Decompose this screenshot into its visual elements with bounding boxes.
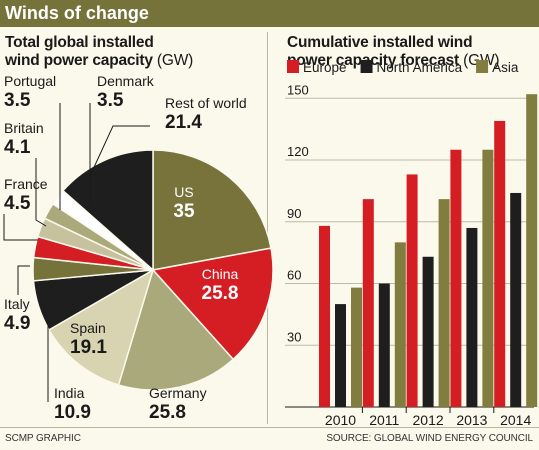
x-tick-label-2013: 2013 bbox=[456, 412, 487, 428]
bar-asia-2013 bbox=[482, 149, 494, 407]
pie-chart-title: Total global installed wind power capaci… bbox=[5, 34, 265, 70]
pie-leader-italy bbox=[17, 265, 30, 295]
bar-title-line2: power capacity forecast bbox=[287, 52, 460, 69]
pie-label-france: France bbox=[4, 176, 48, 192]
pie-label-italy: Italy bbox=[4, 296, 30, 312]
pie-label-us: US bbox=[174, 184, 193, 200]
pie-label-spain: Spain bbox=[70, 320, 106, 336]
legend-label-europe: Europe bbox=[303, 60, 347, 75]
pie-slice-germany bbox=[117, 268, 235, 391]
y-tick-label-120: 120 bbox=[287, 144, 309, 159]
y-tick-label-150: 150 bbox=[287, 82, 309, 97]
page-banner: Winds of change bbox=[0, 0, 539, 27]
bar-europe-2011 bbox=[362, 199, 374, 407]
x-tick-label-2014: 2014 bbox=[500, 412, 531, 428]
pie-label-india: India bbox=[54, 385, 85, 401]
legend-swatch-asia bbox=[476, 60, 489, 73]
footer-rule bbox=[0, 427, 539, 428]
y-tick-label-30: 30 bbox=[287, 329, 301, 344]
pie-value-france: 4.5 bbox=[4, 193, 31, 214]
x-tick-label-2011: 2011 bbox=[369, 412, 399, 428]
pie-leader-rest-of-world bbox=[89, 125, 150, 177]
pie-slice-rest-of-world bbox=[61, 149, 154, 272]
bar-europe-2012 bbox=[406, 174, 418, 407]
y-tick-label-60: 60 bbox=[287, 268, 301, 283]
bar-north-america-2014 bbox=[510, 192, 522, 407]
source-note: SOURCE: GLOBAL WIND ENERGY COUNCIL bbox=[326, 433, 533, 444]
pie-value-china: 25.8 bbox=[202, 283, 239, 304]
pie-title-line1: Total global installed bbox=[5, 34, 154, 51]
panel-divider bbox=[267, 32, 268, 424]
legend-swatch-europe bbox=[287, 60, 299, 73]
pie-value-denmark: 3.5 bbox=[97, 90, 124, 111]
pie-value-portugal: 3.5 bbox=[4, 90, 31, 111]
x-tick-label-2012: 2012 bbox=[413, 412, 444, 428]
legend-swatch-north-america bbox=[360, 60, 373, 73]
pie-value-britain: 4.1 bbox=[4, 137, 31, 158]
pie-label-rest-of-world: Rest of world bbox=[165, 95, 247, 111]
pie-value-rest-of-world: 21.4 bbox=[165, 112, 202, 133]
pie-value-us: 35 bbox=[173, 201, 195, 222]
bar-north-america-2010 bbox=[335, 304, 346, 407]
bar-asia-2014 bbox=[526, 94, 538, 407]
pie-title-unit: (GW) bbox=[156, 52, 194, 69]
pie-label-germany: Germany bbox=[149, 385, 207, 401]
page-title: Winds of change bbox=[5, 3, 149, 23]
bar-europe-2014 bbox=[494, 120, 506, 408]
pie-value-india: 10.9 bbox=[54, 402, 91, 423]
pie-value-spain: 19.1 bbox=[70, 337, 107, 358]
bar-north-america-2013 bbox=[466, 227, 478, 407]
bar-north-america-2012 bbox=[422, 256, 434, 407]
bar-asia-2010 bbox=[351, 287, 362, 407]
pie-label-china: China bbox=[202, 266, 239, 282]
bar-europe-2010 bbox=[319, 225, 330, 407]
bar-chart-title: Cumulative installed wind power capacity… bbox=[287, 34, 537, 70]
pie-slice-spain bbox=[47, 268, 155, 386]
pie-value-germany: 25.8 bbox=[149, 402, 186, 423]
pie-slice-china bbox=[151, 247, 274, 361]
bar-title-line1: Cumulative installed wind bbox=[287, 34, 473, 51]
pie-leader-france bbox=[3, 214, 38, 241]
legend-label-asia: Asia bbox=[492, 60, 519, 75]
y-tick-label-90: 90 bbox=[287, 206, 301, 221]
pie-value-italy: 4.9 bbox=[4, 313, 30, 334]
legend-label-north-america: North America bbox=[377, 60, 463, 75]
pie-label-portugal: Portugal bbox=[4, 73, 56, 89]
bar-asia-2012 bbox=[438, 199, 450, 407]
pie-leader-britain bbox=[35, 158, 47, 227]
bar-asia-2011 bbox=[394, 242, 406, 407]
x-tick-label-2010: 2010 bbox=[325, 412, 356, 428]
pie-title-line2: wind power capacity bbox=[5, 52, 153, 69]
pie-label-britain: Britain bbox=[4, 120, 44, 136]
bar-europe-2013 bbox=[450, 149, 462, 407]
pie-slice-us bbox=[152, 149, 272, 271]
pie-label-denmark: Denmark bbox=[97, 73, 155, 89]
graphic-credit: SCMP GRAPHIC bbox=[5, 433, 81, 444]
bar-north-america-2011 bbox=[378, 283, 390, 407]
